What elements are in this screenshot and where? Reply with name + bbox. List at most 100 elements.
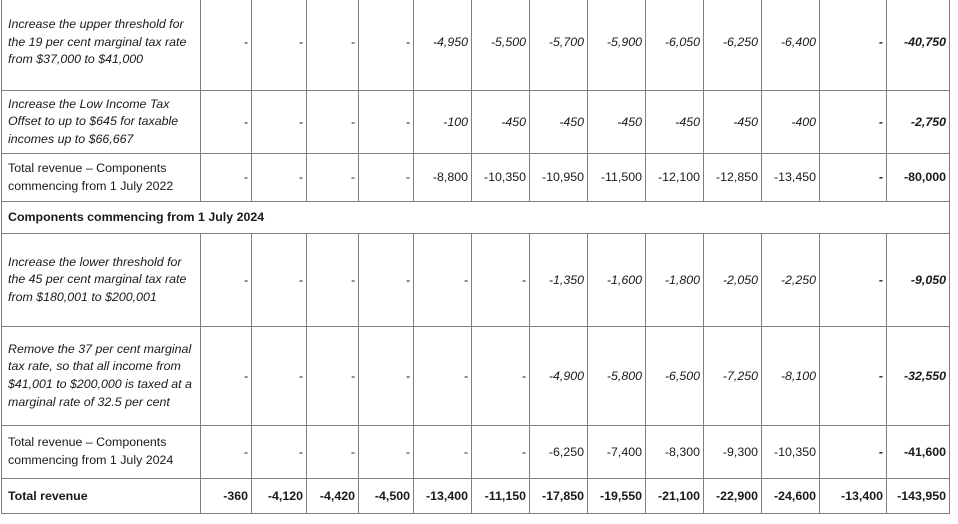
value-cell: -6,250	[703, 0, 762, 91]
value-cell: -	[819, 153, 887, 202]
value-cell: -	[358, 153, 414, 202]
value-cell: -	[819, 0, 887, 91]
section-header-row: Components commencing from 1 July 2024	[1, 201, 950, 234]
value-cell: -	[413, 233, 472, 327]
value-cell: -10,350	[761, 425, 820, 479]
value-cell: -	[413, 425, 472, 479]
value-cell: -	[306, 90, 359, 154]
table-row: Increase the Low Income Tax Offset to up…	[1, 90, 950, 154]
value-cell: -	[358, 425, 414, 479]
value-cell: -	[306, 0, 359, 91]
value-cell: -21,100	[645, 478, 704, 514]
total-cell: -40,750	[886, 0, 950, 91]
value-cell: -100	[413, 90, 472, 154]
value-cell: -	[251, 233, 307, 327]
row-label: Increase the Low Income Tax Offset to up…	[1, 90, 201, 154]
value-cell: -13,400	[819, 478, 887, 514]
value-cell: -5,500	[471, 0, 530, 91]
value-cell: -400	[761, 90, 820, 154]
value-cell: -	[819, 326, 887, 426]
value-cell: -8,300	[645, 425, 704, 479]
value-cell: -5,900	[587, 0, 646, 91]
value-cell: -	[358, 90, 414, 154]
value-cell: -	[819, 233, 887, 327]
value-cell: -450	[703, 90, 762, 154]
value-cell: -	[200, 90, 252, 154]
value-cell: -13,450	[761, 153, 820, 202]
value-cell: -450	[529, 90, 588, 154]
value-cell: -	[471, 425, 530, 479]
value-cell: -	[200, 233, 252, 327]
total-cell: -80,000	[886, 153, 950, 202]
value-cell: -	[819, 90, 887, 154]
value-cell: -5,700	[529, 0, 588, 91]
value-cell: -	[251, 0, 307, 91]
value-cell: -	[358, 326, 414, 426]
total-cell: -9,050	[886, 233, 950, 327]
value-cell: -12,850	[703, 153, 762, 202]
value-cell: -8,100	[761, 326, 820, 426]
row-label: Total revenue – Components commencing fr…	[1, 153, 201, 202]
value-cell: -	[200, 425, 252, 479]
value-cell: -13,400	[413, 478, 472, 514]
table-row: Total revenue – Components commencing fr…	[1, 425, 950, 479]
value-cell: -4,950	[413, 0, 472, 91]
value-cell: -	[471, 233, 530, 327]
revenue-table: Increase the upper threshold for the 19 …	[1, 0, 950, 514]
table-row: Remove the 37 per cent marginal tax rate…	[1, 326, 950, 426]
value-cell: -8,800	[413, 153, 472, 202]
value-cell: -360	[200, 478, 252, 514]
value-cell: -	[819, 425, 887, 479]
section-title: Components commencing from 1 July 2024	[1, 201, 950, 234]
value-cell: -4,900	[529, 326, 588, 426]
value-cell: -10,950	[529, 153, 588, 202]
value-cell: -	[251, 326, 307, 426]
value-cell: -	[306, 153, 359, 202]
value-cell: -12,100	[645, 153, 704, 202]
value-cell: -7,400	[587, 425, 646, 479]
value-cell: -2,050	[703, 233, 762, 327]
value-cell: -	[306, 326, 359, 426]
value-cell: -4,420	[306, 478, 359, 514]
grand-total-row: Total revenue -360 -4,120 -4,420 -4,500 -13,4…	[1, 478, 950, 514]
value-cell: -450	[587, 90, 646, 154]
value-cell: -4,120	[251, 478, 307, 514]
value-cell: -6,500	[645, 326, 704, 426]
row-label: Remove the 37 per cent marginal tax rate…	[1, 326, 201, 426]
value-cell: -	[413, 326, 472, 426]
value-cell: -	[306, 425, 359, 479]
row-label: Total revenue	[1, 478, 201, 514]
value-cell: -11,150	[471, 478, 530, 514]
value-cell: -4,500	[358, 478, 414, 514]
total-cell: -41,600	[886, 425, 950, 479]
value-cell: -	[200, 0, 252, 91]
value-cell: -1,800	[645, 233, 704, 327]
value-cell: -	[251, 425, 307, 479]
row-label: Increase the lower threshold for the 45 …	[1, 233, 201, 327]
row-label: Total revenue – Components commencing fr…	[1, 425, 201, 479]
value-cell: -	[471, 326, 530, 426]
value-cell: -	[251, 90, 307, 154]
value-cell: -2,250	[761, 233, 820, 327]
value-cell: -	[251, 153, 307, 202]
value-cell: -19,550	[587, 478, 646, 514]
value-cell: -6,250	[529, 425, 588, 479]
value-cell: -6,050	[645, 0, 704, 91]
table-body: Increase the upper threshold for the 19 …	[1, 0, 950, 514]
value-cell: -1,350	[529, 233, 588, 327]
total-cell: -32,550	[886, 326, 950, 426]
value-cell: -1,600	[587, 233, 646, 327]
value-cell: -	[306, 233, 359, 327]
value-cell: -	[200, 153, 252, 202]
total-cell: -143,950	[886, 478, 950, 514]
value-cell: -7,250	[703, 326, 762, 426]
value-cell: -	[358, 233, 414, 327]
value-cell: -	[200, 326, 252, 426]
value-cell: -17,850	[529, 478, 588, 514]
value-cell: -11,500	[587, 153, 646, 202]
value-cell: -24,600	[761, 478, 820, 514]
value-cell: -22,900	[703, 478, 762, 514]
value-cell: -450	[471, 90, 530, 154]
table-row: Increase the lower threshold for the 45 …	[1, 233, 950, 327]
total-cell: -2,750	[886, 90, 950, 154]
